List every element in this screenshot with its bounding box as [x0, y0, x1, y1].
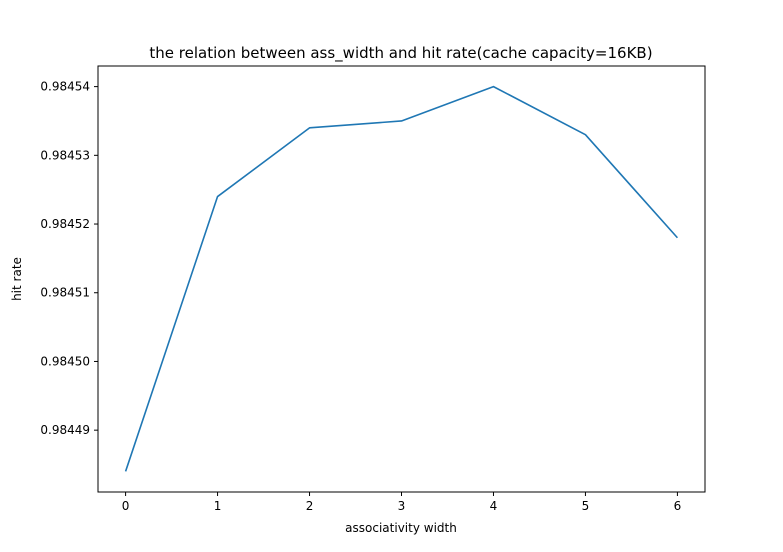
x-tick-label: 4: [490, 499, 498, 513]
chart-title: the relation between ass_width and hit r…: [149, 44, 652, 63]
series-line: [124, 85, 679, 472]
x-tick-label: 2: [306, 499, 314, 513]
x-axis-ticks: 0 1 2 3 4 5 6: [122, 492, 681, 513]
y-tick-label: 0.98454: [40, 80, 90, 94]
x-tick-label: 1: [214, 499, 222, 513]
y-tick-label: 0.98453: [40, 148, 90, 162]
plot-area-frame: [97, 65, 706, 493]
x-axis-label: associativity width: [345, 521, 457, 535]
y-tick-label: 0.98451: [40, 286, 90, 300]
x-tick-label: 3: [398, 499, 406, 513]
x-tick-label: 5: [582, 499, 590, 513]
y-tick-label: 0.98449: [40, 423, 90, 437]
y-axis-ticks: 0.98449 0.98450 0.98451 0.98452 0.98453 0.984…: [40, 80, 98, 437]
x-tick-label: 0: [122, 499, 130, 513]
y-tick-label: 0.98450: [40, 354, 90, 368]
y-axis-label: hit rate: [10, 257, 24, 301]
y-tick-label: 0.98452: [40, 217, 90, 231]
x-tick-label: 6: [674, 499, 682, 513]
